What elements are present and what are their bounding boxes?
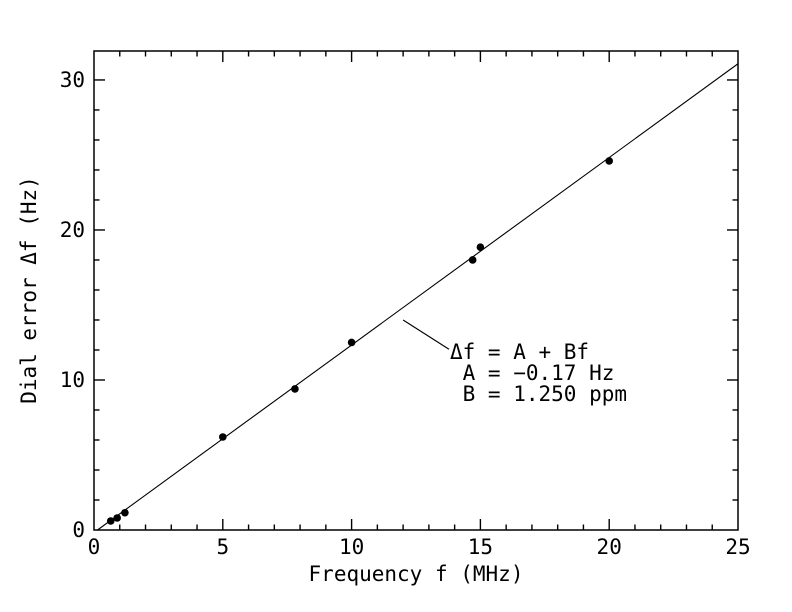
x-axis-tick-label: 25 xyxy=(725,535,750,559)
data-point xyxy=(106,517,115,525)
x-axis-title: Frequency f (MHz) xyxy=(309,562,524,586)
data-point xyxy=(113,514,121,522)
fit-annotation-line: B = 1.250 ppm xyxy=(463,382,627,406)
data-point xyxy=(347,338,356,347)
fit-line xyxy=(97,63,739,531)
data-point xyxy=(121,508,129,517)
x-axis-tick-label: 10 xyxy=(339,535,364,559)
y-axis-tick-label: 20 xyxy=(60,218,85,242)
x-axis-tick-label: 20 xyxy=(597,535,622,559)
y-axis-tick-label: 30 xyxy=(60,68,85,92)
data-point xyxy=(291,385,299,393)
data-point xyxy=(468,256,477,264)
fit-annotation-line: A = −0.17 Hz xyxy=(463,361,615,385)
plot-frame xyxy=(93,50,739,531)
y-axis-tick-label: 0 xyxy=(72,518,85,542)
y-axis-title: Dial error Δf (Hz) xyxy=(17,176,41,404)
x-axis-tick-label: 15 xyxy=(468,535,493,559)
annotation-leader-line xyxy=(402,319,450,350)
x-axis-tick-label: 5 xyxy=(216,535,229,559)
fit-annotation-line: Δf = A + Bf xyxy=(450,340,589,364)
data-point xyxy=(605,157,613,165)
data-point xyxy=(476,243,485,252)
y-axis-tick-label: 10 xyxy=(60,368,85,392)
x-axis-tick-label: 0 xyxy=(88,535,101,559)
data-point xyxy=(219,433,227,441)
